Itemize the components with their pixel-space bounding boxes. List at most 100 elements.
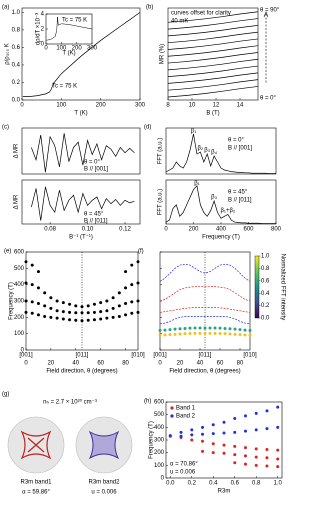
data-point — [136, 260, 140, 264]
x-tick-label: 0.10 — [82, 227, 94, 233]
x-tick-label: 0 — [20, 103, 24, 109]
data-point — [222, 443, 226, 447]
data-point — [201, 449, 205, 453]
data-point — [117, 315, 121, 319]
data-line — [167, 18, 259, 30]
data-point — [233, 453, 237, 457]
data-line — [167, 86, 259, 98]
x-tick-label: 80 — [237, 361, 244, 367]
y-tick-label: 0.4 — [12, 63, 21, 69]
data-point — [276, 425, 280, 429]
data-point — [243, 429, 247, 433]
data-point — [222, 431, 226, 435]
data-line — [159, 263, 251, 282]
data-point — [55, 309, 59, 313]
data-point — [36, 286, 40, 290]
data-point — [265, 427, 269, 431]
data-point — [61, 310, 65, 314]
y-tick-label: 500 — [14, 266, 25, 272]
panel-label: (c) — [2, 125, 9, 131]
data-point — [163, 333, 167, 337]
data-point — [130, 283, 134, 287]
data-point — [68, 318, 72, 322]
data-point — [124, 301, 128, 305]
data-point — [208, 331, 212, 335]
data-point — [203, 326, 207, 330]
x-tick-label: 0.4 — [209, 481, 218, 487]
data-point — [30, 300, 34, 304]
x-axis-label: T (K) — [74, 111, 87, 117]
peak-label: β₃ — [211, 195, 217, 201]
data-point — [173, 327, 177, 331]
data-line — [167, 38, 259, 50]
y-axis-label: ρ/ρ₃₀₀ K — [5, 43, 11, 65]
data-point — [24, 281, 28, 285]
y-tick-label: 600 — [14, 250, 25, 256]
data-line — [167, 52, 259, 64]
peak-label: β₁+β₂ — [220, 208, 235, 214]
x-tick-label: 0.0 — [166, 481, 175, 487]
y-axis-label: MR (%) — [160, 44, 166, 64]
u-label: u = 0.006 — [91, 490, 117, 496]
annotation: B // [011] — [84, 219, 108, 225]
panel-label: (g) — [2, 392, 9, 398]
data-point — [124, 286, 128, 290]
plot-frame — [167, 7, 259, 101]
annotation: B // [001] — [84, 167, 108, 173]
x-tick-label: 0 — [44, 46, 48, 52]
y-tick-label: 600 — [154, 400, 165, 406]
data-point — [218, 332, 222, 336]
data-point — [233, 327, 237, 331]
data-line — [167, 58, 259, 71]
y-tick-label: 1.0 — [12, 10, 21, 16]
data-point — [254, 428, 258, 432]
annotation: B // [011] — [228, 198, 252, 204]
data-point — [24, 310, 28, 314]
data-line — [46, 16, 93, 41]
data-point — [188, 332, 192, 336]
colorbar-tick-label: 0.2 — [261, 303, 270, 309]
data-point — [254, 463, 258, 467]
x-tick-label: 1.0 — [274, 481, 283, 487]
data-point — [243, 462, 247, 466]
data-point — [211, 442, 215, 446]
x-tick-label: 60 — [97, 361, 104, 367]
y-tick-label: 300 — [14, 299, 25, 305]
x-tick-label: 600 — [243, 227, 254, 233]
y-tick-label: 100 — [14, 331, 25, 337]
x-tick-label: 80 — [122, 361, 129, 367]
panel-label: (h) — [144, 399, 151, 405]
x-tick-label: 200 — [96, 103, 107, 109]
fermi-surface — [88, 430, 120, 460]
colorbar-tick-label: 0.0 — [261, 316, 270, 322]
data-point — [111, 306, 115, 310]
data-point — [80, 311, 84, 315]
data-point — [276, 405, 280, 409]
data-point — [211, 451, 215, 455]
x-tick-label: 0 — [24, 361, 28, 367]
data-point — [243, 446, 247, 450]
data-line — [159, 307, 251, 313]
data-point — [183, 326, 187, 330]
data-point — [248, 328, 252, 332]
annotation: θ = 45° — [84, 212, 104, 218]
x-tick-label: 20 — [48, 361, 55, 367]
data-point — [43, 291, 47, 295]
data-point — [168, 333, 172, 337]
direction-label: [010] — [131, 353, 145, 359]
data-point — [265, 409, 269, 413]
plot-frame — [21, 179, 141, 225]
x-axis-label: Field direction, θ (degrees) — [46, 369, 117, 375]
y-tick-label: 4 — [41, 12, 45, 18]
data-point — [61, 317, 65, 321]
x-tick-label: 100 — [56, 103, 67, 109]
legend-label: Band 2 — [176, 414, 196, 420]
data-point — [276, 457, 280, 461]
data-point — [105, 299, 109, 303]
colorbar-tick-label: 0.6 — [261, 278, 270, 284]
annotation: θ = 0° — [84, 160, 101, 166]
panel-label: (d) — [144, 125, 151, 131]
data-point — [92, 302, 96, 306]
data-point — [228, 332, 232, 336]
